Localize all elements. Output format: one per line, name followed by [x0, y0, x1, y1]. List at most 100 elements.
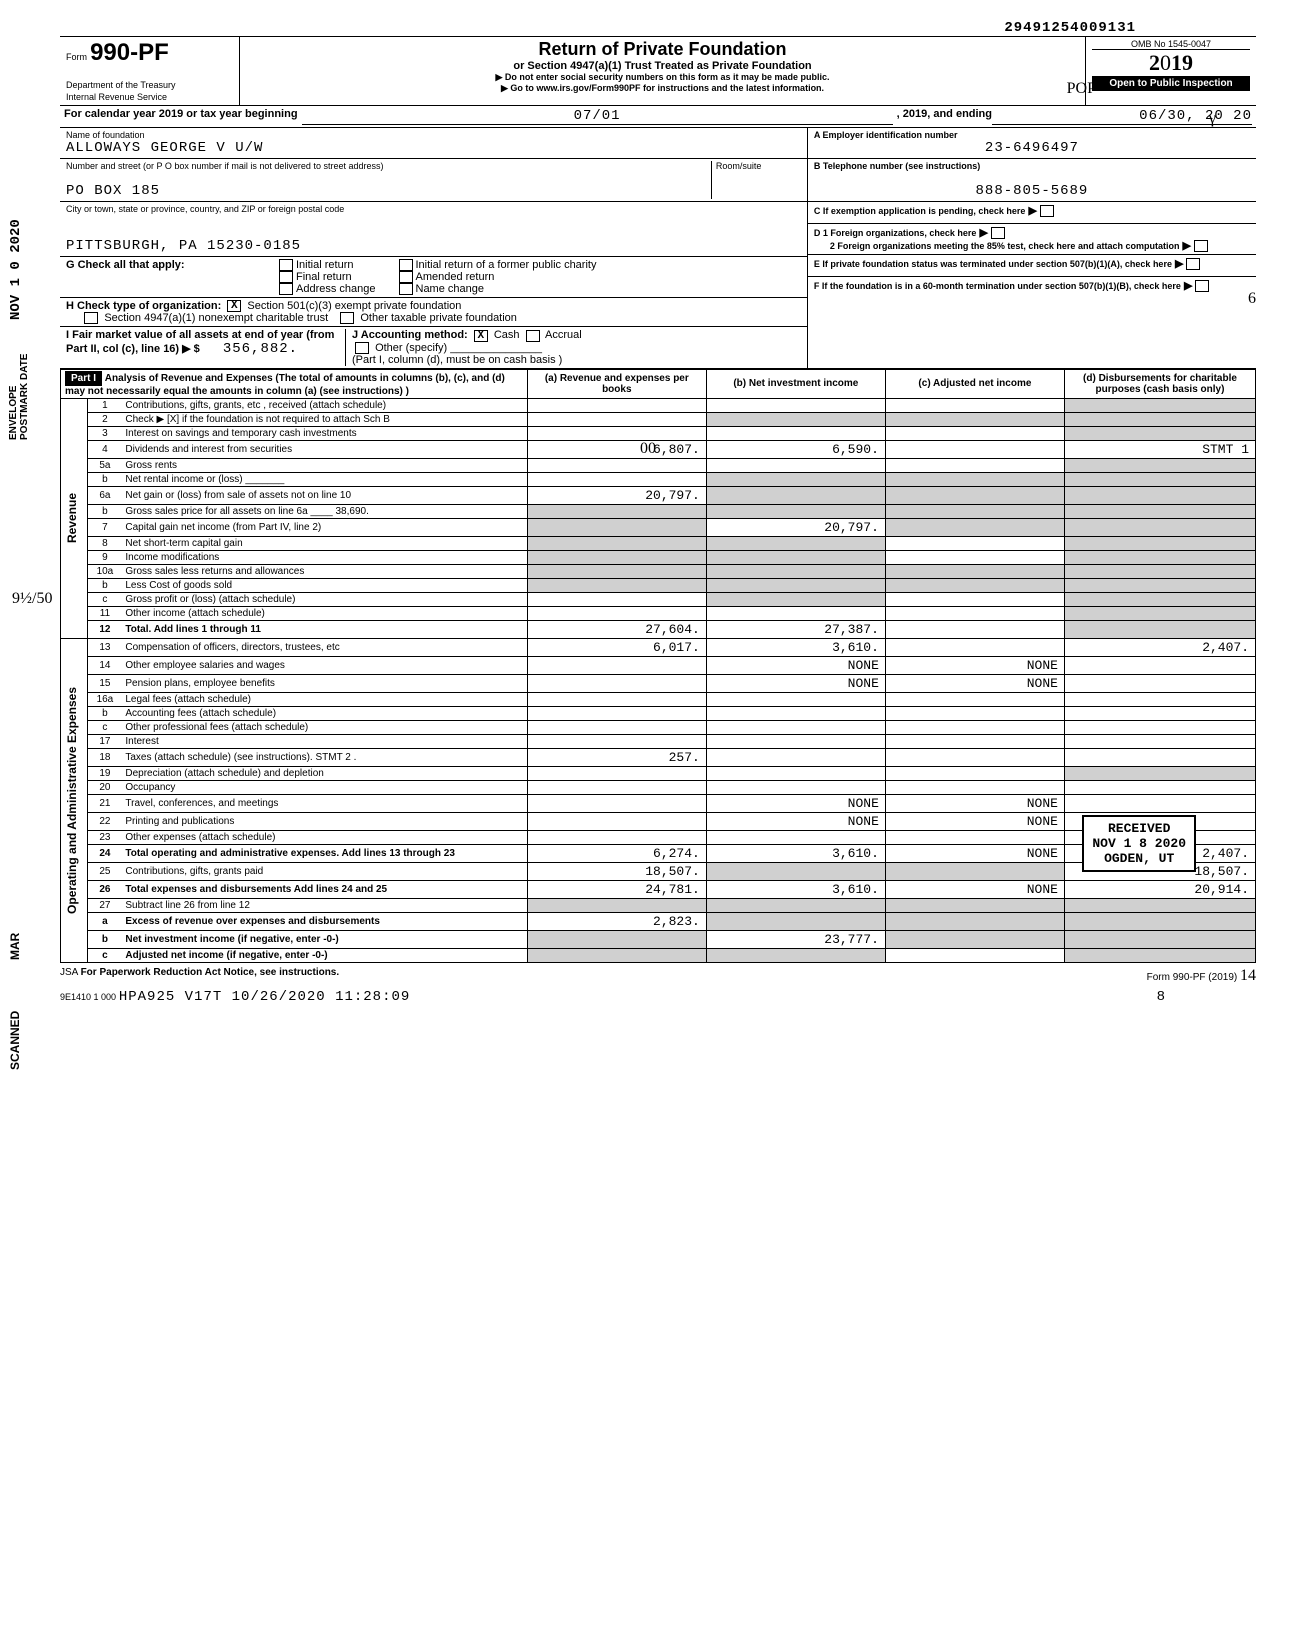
h-4947-checkbox[interactable]	[84, 312, 98, 324]
cell-col-c	[885, 504, 1064, 518]
foundation-address: PO BOX 185	[66, 183, 711, 199]
cell-col-a	[527, 656, 706, 674]
j-cash-checkbox[interactable]: X	[474, 330, 488, 342]
d1-checkbox[interactable]	[991, 227, 1005, 239]
h-501c3-checkbox[interactable]: X	[227, 300, 241, 312]
line-description: Other income (attach schedule)	[121, 606, 527, 620]
j-accrual-checkbox[interactable]	[526, 330, 540, 342]
table-row: 24Total operating and administrative exp…	[61, 844, 1256, 862]
cell-col-a: 257.	[527, 748, 706, 766]
cell-col-a	[527, 780, 706, 794]
line-number: 5a	[88, 458, 121, 472]
line-description: Subtract line 26 from line 12	[121, 898, 527, 912]
line-description: Interest	[121, 734, 527, 748]
cell-col-d	[1064, 734, 1255, 748]
cell-col-a	[527, 458, 706, 472]
room-label: Room/suite	[716, 161, 801, 171]
line-description: Pension plans, employee benefits	[121, 674, 527, 692]
cell-col-a	[527, 720, 706, 734]
line-number: 14	[88, 656, 121, 674]
cell-col-c	[885, 734, 1064, 748]
cell-col-a	[527, 606, 706, 620]
col-b-header: (b) Net investment income	[706, 369, 885, 398]
cell-col-d	[1064, 948, 1255, 962]
cell-col-a: 6,274.	[527, 844, 706, 862]
e-checkbox[interactable]	[1186, 258, 1200, 270]
table-row: cAdjusted net income (if negative, enter…	[61, 948, 1256, 962]
line-description: Interest on savings and temporary cash i…	[121, 426, 527, 440]
g-initial-former-checkbox[interactable]	[399, 259, 413, 271]
line-number: 9	[88, 550, 121, 564]
cell-col-b	[706, 912, 885, 930]
sec-d1-label: D 1 Foreign organizations, check here	[814, 228, 977, 238]
cell-col-c	[885, 930, 1064, 948]
line-description: Gross rents	[121, 458, 527, 472]
line-number: 22	[88, 812, 121, 830]
line-number: 10a	[88, 564, 121, 578]
margin-mar: MAR	[8, 933, 22, 960]
cell-col-a	[527, 536, 706, 550]
cell-col-d	[1064, 794, 1255, 812]
cell-col-d	[1064, 486, 1255, 504]
g-name-change-checkbox[interactable]	[399, 283, 413, 295]
line-description: Net short-term capital gain	[121, 536, 527, 550]
g-initial-return-checkbox[interactable]	[279, 259, 293, 271]
j-other: Other (specify)	[375, 342, 447, 354]
line-description: Check ▶ [X] if the foundation is not req…	[121, 412, 527, 426]
line-number: c	[88, 720, 121, 734]
info-grid: Name of foundation ALLOWAYS GEORGE V U/W…	[60, 128, 1256, 369]
j-cash: Cash	[494, 329, 520, 341]
cell-col-a	[527, 692, 706, 706]
cell-col-d	[1064, 536, 1255, 550]
g-final-return-checkbox[interactable]	[279, 271, 293, 283]
i-value: 356,882.	[223, 341, 298, 357]
c-checkbox[interactable]	[1040, 205, 1054, 217]
cell-col-a	[527, 398, 706, 412]
table-row: 3Interest on savings and temporary cash …	[61, 426, 1256, 440]
h-other-checkbox[interactable]	[340, 312, 354, 324]
cell-col-c	[885, 606, 1064, 620]
table-row: 23Other expenses (attach schedule)	[61, 830, 1256, 844]
col-c-header: (c) Adjusted net income	[885, 369, 1064, 398]
table-row: 19Depreciation (attach schedule) and dep…	[61, 766, 1256, 780]
f-checkbox[interactable]	[1195, 280, 1209, 292]
line-description: Less Cost of goods sold	[121, 578, 527, 592]
line-description: Net rental income or (loss) _______	[121, 472, 527, 486]
footer-notice: For Paperwork Reduction Act Notice, see …	[81, 967, 340, 978]
j-other-checkbox[interactable]	[355, 342, 369, 354]
cell-col-c	[885, 472, 1064, 486]
cell-col-a	[527, 812, 706, 830]
table-row: 10aGross sales less returns and allowanc…	[61, 564, 1256, 578]
line-number: b	[88, 472, 121, 486]
cell-col-d: STMT 1	[1064, 440, 1255, 458]
sec-d2-label: 2 Foreign organizations meeting the 85% …	[814, 241, 1180, 251]
cell-col-a: 18,507.	[527, 862, 706, 880]
cell-col-d	[1064, 398, 1255, 412]
d2-checkbox[interactable]	[1194, 240, 1208, 252]
cell-col-b: NONE	[706, 656, 885, 674]
cell-col-c: NONE	[885, 674, 1064, 692]
cell-col-a	[527, 734, 706, 748]
line-description: Printing and publications	[121, 812, 527, 830]
cell-col-b	[706, 504, 885, 518]
cell-col-b: 23,777.	[706, 930, 885, 948]
cell-col-d	[1064, 550, 1255, 564]
cell-col-c	[885, 638, 1064, 656]
cell-col-b: 3,610.	[706, 638, 885, 656]
cell-col-a: 6,807.	[527, 440, 706, 458]
g-opt: Initial return	[296, 259, 353, 271]
cell-col-c	[885, 412, 1064, 426]
cell-col-d	[1064, 706, 1255, 720]
cell-col-d	[1064, 766, 1255, 780]
cell-col-c	[885, 706, 1064, 720]
cell-col-d	[1064, 930, 1255, 948]
g-amended-checkbox[interactable]	[399, 271, 413, 283]
cell-col-d	[1064, 426, 1255, 440]
foundation-city: PITTSBURGH, PA 15230-0185	[66, 238, 801, 254]
g-address-change-checkbox[interactable]	[279, 283, 293, 295]
line-number: 12	[88, 620, 121, 638]
line-description: Compensation of officers, directors, tru…	[121, 638, 527, 656]
table-row: bNet rental income or (loss) _______	[61, 472, 1256, 486]
name-label: Name of foundation	[66, 130, 801, 140]
line-description: Total operating and administrative expen…	[121, 844, 527, 862]
